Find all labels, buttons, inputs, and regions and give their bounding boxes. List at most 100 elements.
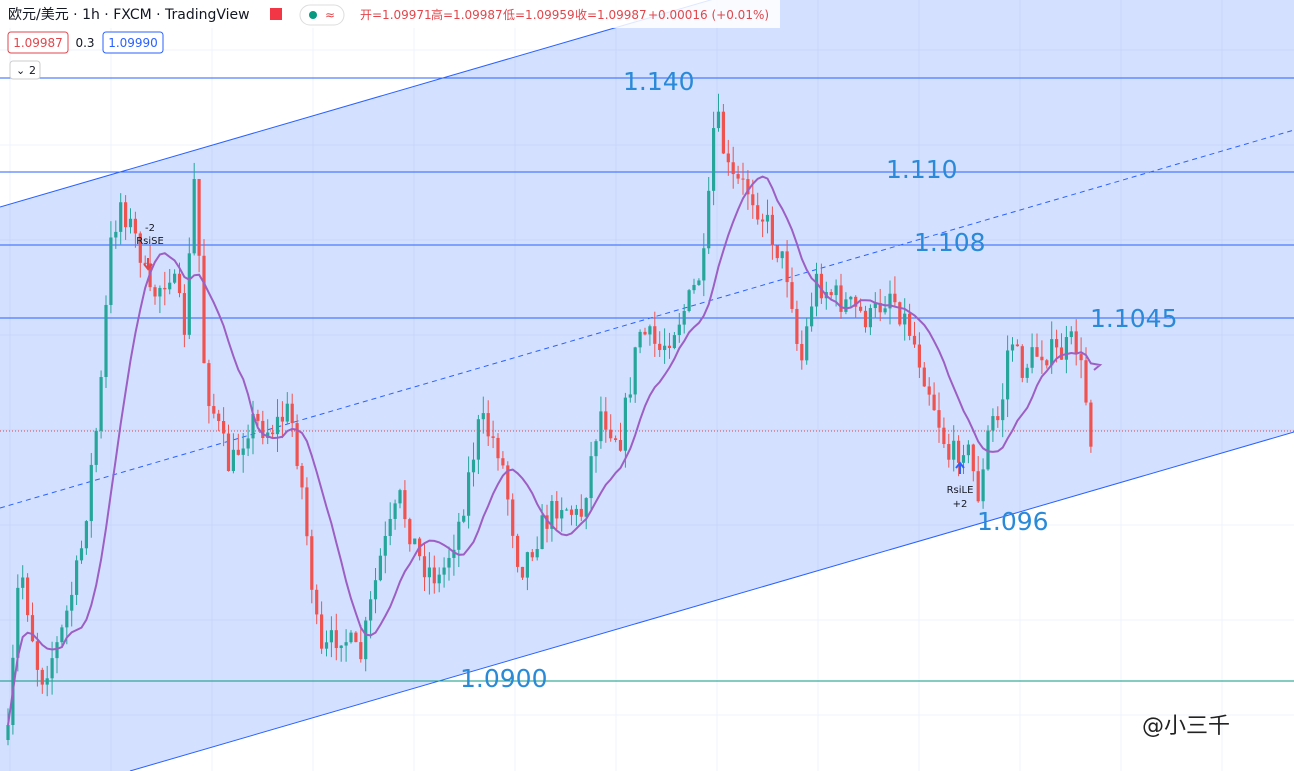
level-label: 1.140 — [623, 67, 695, 96]
candle-body — [942, 427, 946, 445]
candle-body — [775, 245, 779, 259]
candle-body — [40, 669, 44, 685]
candle-body — [65, 610, 69, 628]
status-pill — [299, 4, 345, 26]
signal-qty: -2 — [145, 223, 155, 234]
candle-body — [996, 416, 1000, 421]
candle-body — [589, 456, 593, 499]
candle-body — [280, 416, 284, 422]
candle-body — [163, 287, 167, 290]
candle-body — [1055, 339, 1059, 348]
candle-body — [26, 577, 30, 616]
candle-body — [153, 287, 157, 297]
candle-body — [618, 439, 623, 451]
candle-body — [952, 440, 956, 460]
candle-body — [726, 153, 730, 163]
candle-body — [525, 552, 529, 578]
indicator-toggle[interactable] — [9, 60, 41, 80]
candle-body — [182, 293, 186, 335]
candle-body — [290, 403, 294, 424]
candle-body — [937, 410, 941, 428]
candle-body — [574, 508, 578, 515]
candle-body — [780, 251, 784, 259]
sell-price[interactable]: 1.09987 — [13, 36, 63, 50]
candle-body — [1089, 402, 1093, 447]
candle-body — [442, 567, 446, 575]
candle-body — [530, 552, 534, 558]
candle-body — [50, 658, 54, 679]
symbol[interactable]: 欧元/美元 · 1h · FXCM · TradingView — [8, 7, 250, 23]
candle-body — [6, 725, 10, 740]
moving-average — [7, 175, 1103, 726]
candle-body — [908, 313, 912, 336]
candle-body — [364, 620, 368, 660]
candle-body — [202, 255, 206, 364]
candle-body — [721, 111, 725, 154]
candle-body — [378, 555, 382, 581]
candle-body — [770, 214, 774, 246]
candle-body — [324, 642, 329, 649]
candle-body — [888, 293, 892, 309]
candle-body — [511, 499, 515, 536]
buy-price[interactable]: 1.09990 — [108, 36, 158, 50]
candle-body — [614, 438, 618, 440]
candle-body — [1025, 367, 1029, 378]
candle-body — [300, 465, 304, 488]
candle-body — [192, 179, 196, 254]
candle-body — [1035, 347, 1039, 357]
candle-body — [893, 293, 897, 303]
candle-body — [1084, 360, 1088, 403]
candle-body — [99, 377, 103, 431]
candle-body — [687, 290, 691, 312]
candle-body — [114, 231, 118, 238]
candle-body — [158, 287, 162, 297]
candle-body — [520, 566, 525, 578]
candle-body — [349, 632, 353, 643]
candle-body — [432, 567, 436, 584]
candle-body — [329, 630, 333, 643]
candle-body — [496, 437, 500, 459]
candle-body — [800, 343, 804, 361]
candle-body — [986, 430, 990, 470]
candle-body — [310, 536, 314, 590]
sell-button[interactable] — [7, 31, 69, 54]
candle-body — [138, 233, 142, 263]
buy-button[interactable] — [102, 31, 164, 54]
candle-body — [917, 344, 921, 368]
candle-body — [912, 335, 917, 345]
level-label: 1.108 — [914, 228, 986, 257]
candle-body — [133, 218, 137, 234]
candle-body — [413, 538, 417, 545]
candle-body — [795, 308, 799, 344]
candle-body — [609, 429, 613, 439]
candle-body — [197, 179, 201, 256]
candle-body — [516, 535, 520, 567]
candle-body — [295, 423, 299, 466]
candle-body — [716, 111, 721, 129]
candle-body — [320, 614, 324, 649]
candle-body — [373, 580, 378, 600]
indicator-count[interactable]: 2 — [29, 64, 36, 77]
buy-arrow — [955, 461, 965, 474]
candle-body — [45, 678, 49, 685]
candle-body — [829, 292, 833, 296]
candle-body — [334, 630, 338, 649]
level-label: 1.0900 — [460, 664, 547, 693]
candle-body — [751, 194, 755, 206]
candle-body — [271, 432, 275, 435]
levels — [0, 77, 1294, 319]
candle-body — [1069, 331, 1073, 338]
candle-body — [604, 411, 608, 430]
candle-body — [506, 465, 510, 500]
candle-body — [143, 262, 147, 264]
candle-body — [457, 521, 461, 550]
candle-body — [981, 469, 985, 502]
candle-body — [839, 285, 843, 312]
candle-body — [991, 416, 995, 431]
candle-body — [976, 471, 980, 502]
candle-body — [1006, 350, 1010, 400]
candle-body — [1040, 356, 1044, 361]
candle-body — [471, 459, 476, 473]
candle-body — [226, 433, 231, 472]
candle-body — [682, 311, 686, 325]
